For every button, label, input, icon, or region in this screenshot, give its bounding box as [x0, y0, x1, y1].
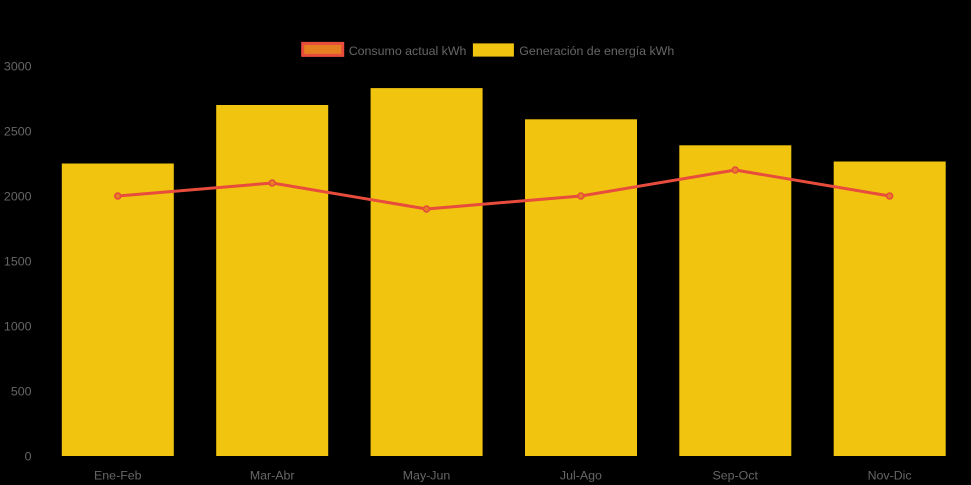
svg-text:500: 500: [11, 384, 32, 398]
svg-text:0: 0: [25, 449, 32, 463]
svg-text:Mar-Abr: Mar-Abr: [250, 468, 295, 482]
svg-text:Generación de energía kWh: Generación de energía kWh: [519, 44, 674, 58]
svg-text:Nov-Dic: Nov-Dic: [868, 468, 912, 482]
svg-text:3000: 3000: [4, 59, 32, 73]
svg-text:Consumo actual kWh: Consumo actual kWh: [349, 44, 467, 58]
svg-text:Ene-Feb: Ene-Feb: [94, 468, 142, 482]
svg-text:May-Jun: May-Jun: [403, 468, 451, 482]
svg-text:Jul-Ago: Jul-Ago: [560, 468, 602, 482]
svg-text:Sep-Oct: Sep-Oct: [712, 468, 758, 482]
svg-text:1000: 1000: [4, 319, 32, 333]
svg-text:2000: 2000: [4, 189, 32, 203]
svg-text:1500: 1500: [4, 254, 32, 268]
svg-text:2500: 2500: [4, 124, 32, 138]
